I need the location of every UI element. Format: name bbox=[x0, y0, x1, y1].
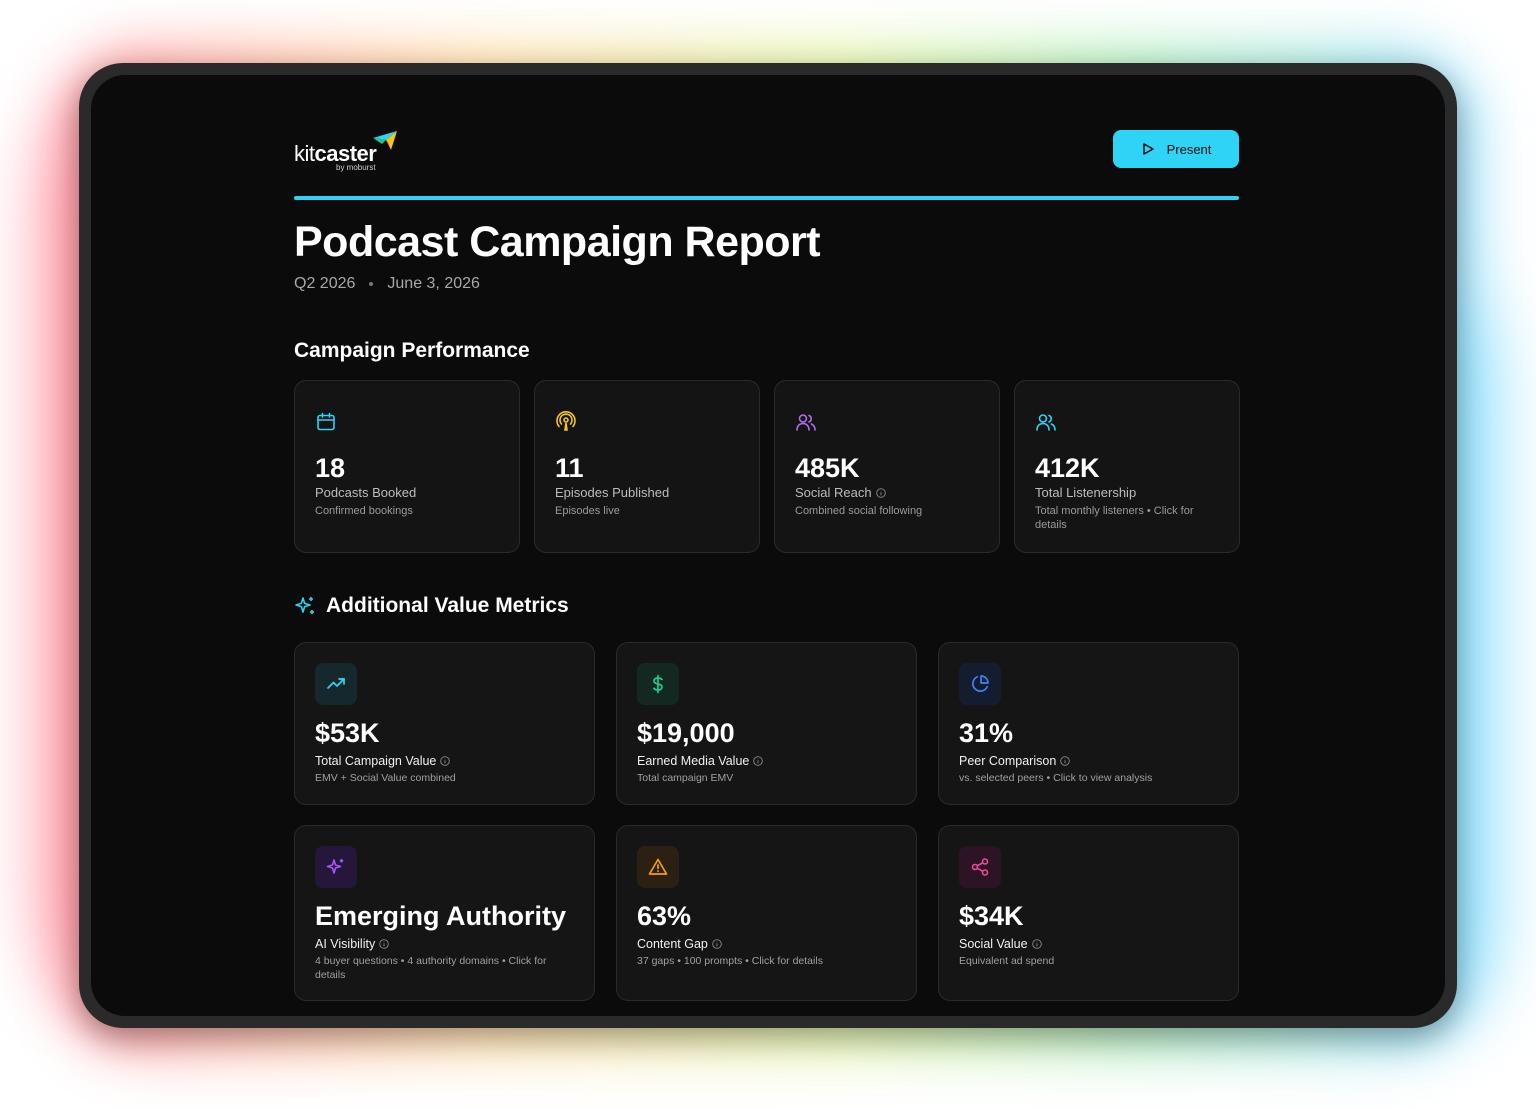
stat-label: Total Listenership bbox=[1035, 485, 1137, 500]
stat-value: 412K bbox=[1035, 453, 1100, 483]
metric-description: Total campaign EMV bbox=[637, 772, 734, 784]
metric-card-total-campaign-value[interactable]: $53K Total Campaign Value EMV + Social V… bbox=[294, 642, 595, 805]
top-bar: kitcaster by moburst Present bbox=[294, 130, 1239, 174]
info-icon[interactable] bbox=[1060, 756, 1071, 766]
metric-card-earned-media-value[interactable]: $19,000 Earned Media Value Total campaig… bbox=[616, 642, 917, 805]
metric-card-content-gap[interactable]: 63% Content Gap 37 gaps • 100 prompts • … bbox=[616, 825, 917, 1001]
page-title: Podcast Campaign Report bbox=[294, 218, 821, 266]
stat-card-episodes-published[interactable]: 11 Episodes Published Episodes live bbox=[534, 380, 760, 553]
stat-card-total-listenership[interactable]: 412K Total Listenership Total monthly li… bbox=[1014, 380, 1240, 553]
separator-dot bbox=[369, 282, 374, 286]
metric-card-social-value[interactable]: $34K Social Value Equivalent ad spend bbox=[938, 825, 1239, 1001]
info-icon[interactable] bbox=[379, 939, 389, 949]
sparkles-icon bbox=[315, 846, 357, 888]
metric-description: EMV + Social Value combined bbox=[315, 772, 456, 784]
users-icon bbox=[1035, 411, 1057, 433]
pie-chart-icon bbox=[959, 663, 1001, 705]
stat-value: 18 bbox=[315, 453, 346, 483]
report-date: June 3, 2026 bbox=[387, 275, 480, 292]
stat-description: Combined social following bbox=[795, 505, 923, 517]
users-icon bbox=[795, 411, 817, 433]
section-title-additional-value-metrics: Additional Value Metrics bbox=[294, 594, 569, 618]
stat-label: Social Reach bbox=[795, 485, 886, 500]
metric-description: Equivalent ad spend bbox=[959, 955, 1055, 967]
section-title-campaign-performance: Campaign Performance bbox=[294, 339, 530, 362]
stat-description: Confirmed bookings bbox=[315, 505, 413, 517]
metric-label: Total Campaign Value bbox=[315, 754, 451, 768]
info-icon[interactable] bbox=[712, 939, 722, 949]
stat-label: Podcasts Booked bbox=[315, 485, 417, 500]
stat-value: 485K bbox=[795, 453, 860, 483]
metric-label: AI Visibility bbox=[315, 937, 389, 951]
stat-card-podcasts-booked[interactable]: 18 Podcasts Booked Confirmed bookings bbox=[294, 380, 520, 553]
info-icon[interactable] bbox=[875, 487, 886, 498]
present-button-label: Present bbox=[1166, 141, 1212, 157]
app-screen: kitcaster by moburst Present bbox=[91, 75, 1445, 1016]
stat-value: 11 bbox=[555, 453, 584, 483]
podcast-icon bbox=[555, 411, 577, 433]
metric-value: 31% bbox=[959, 718, 1014, 748]
report-period: Q2 2026 bbox=[294, 275, 356, 292]
play-icon bbox=[1142, 143, 1154, 155]
metric-value: $53K bbox=[315, 718, 380, 748]
metric-value: 63% bbox=[637, 901, 692, 931]
info-icon[interactable] bbox=[440, 756, 451, 766]
metric-description: 37 gaps • 100 prompts • Click for detail… bbox=[637, 955, 823, 967]
logo-byline: by moburst bbox=[336, 163, 376, 172]
stat-card-social-reach[interactable]: 485K Social Reach Combined social follow… bbox=[774, 380, 1000, 553]
device-frame: kitcaster by moburst Present bbox=[79, 63, 1457, 1028]
present-button[interactable]: Present bbox=[1113, 130, 1239, 168]
metric-value: $34K bbox=[959, 901, 1024, 931]
trending-up-icon bbox=[315, 663, 357, 705]
sparkles-icon bbox=[295, 597, 314, 614]
metric-description: 4 buyer questions • 4 authority domains … bbox=[315, 955, 547, 981]
metric-label: Content Gap bbox=[637, 937, 722, 951]
calendar-icon bbox=[315, 411, 337, 433]
warning-icon bbox=[637, 846, 679, 888]
dollar-icon bbox=[637, 663, 679, 705]
metric-label: Earned Media Value bbox=[637, 754, 764, 768]
metric-description: vs. selected peers • Click to view analy… bbox=[959, 772, 1153, 784]
share-icon bbox=[959, 846, 1001, 888]
stat-description: Total monthly listeners • Click for deta… bbox=[1035, 505, 1194, 531]
stat-label: Episodes Published bbox=[555, 485, 670, 500]
info-icon[interactable] bbox=[753, 756, 764, 766]
paper-plane-logo-icon bbox=[373, 131, 397, 150]
metric-card-peer-comparison[interactable]: 31% Peer Comparison vs. selected peers •… bbox=[938, 642, 1239, 805]
accent-divider bbox=[294, 196, 1239, 200]
stat-description: Episodes live bbox=[555, 505, 620, 517]
metric-label: Social Value bbox=[959, 937, 1042, 951]
report-subtitle: Q2 2026 June 3, 2026 bbox=[294, 275, 480, 293]
metric-value: $19,000 bbox=[637, 718, 735, 748]
metric-label: Peer Comparison bbox=[959, 754, 1071, 768]
metric-value: Emerging Authority bbox=[315, 901, 567, 931]
kitcaster-logo[interactable]: kitcaster by moburst bbox=[294, 130, 414, 174]
info-icon[interactable] bbox=[1031, 939, 1042, 949]
logo-wordmark: kitcaster bbox=[294, 141, 377, 166]
metric-card-ai-visibility[interactable]: Emerging Authority AI Visibility 4 buyer… bbox=[294, 825, 595, 1001]
